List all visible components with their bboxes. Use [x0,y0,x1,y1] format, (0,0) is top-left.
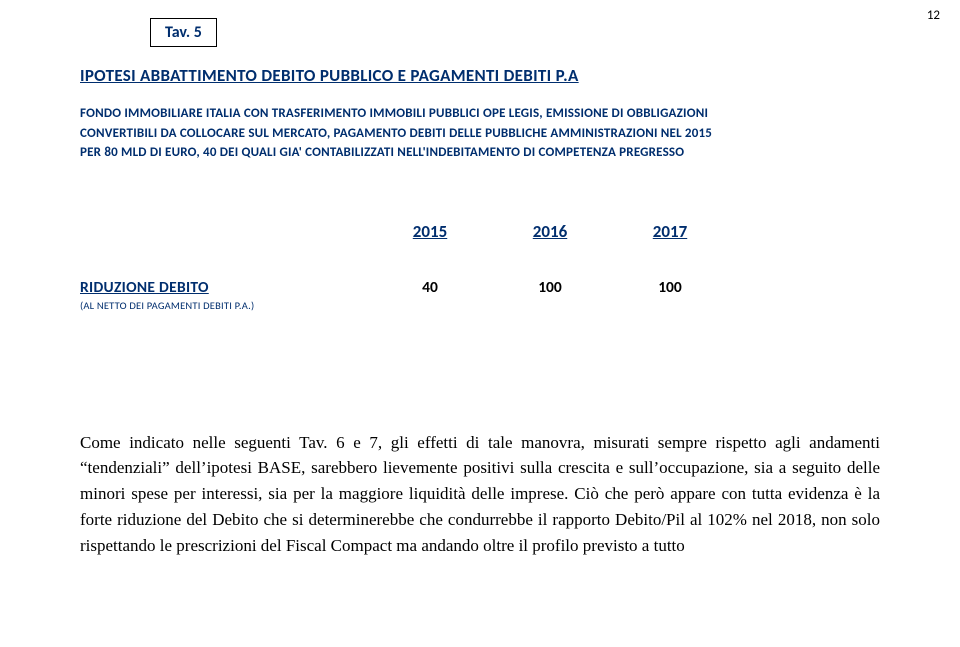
table-cell: 40 [370,278,490,297]
tav-label: Tav. 5 [165,23,202,42]
table-header-row: 2015 2016 2017 [370,221,880,242]
row-label-block: RIDUZIONE DEBITO (AL NETTO DEI PAGAMENTI… [80,278,370,312]
page-number: 12 [927,8,940,23]
row-sublabel: (AL NETTO DEI PAGAMENTI DEBITI P.A.) [80,299,370,312]
table-cell: 100 [490,278,610,297]
year-header: 2016 [490,221,610,242]
page: 12 Tav. 5 IPOTESI ABBATTIMENTO DEBITO PU… [0,0,960,647]
document-subtitle: FONDO IMMOBILIARE ITALIA CON TRASFERIMEN… [80,104,720,163]
table-cell: 100 [610,278,730,297]
tav-label-box: Tav. 5 [150,18,217,47]
document-title: IPOTESI ABBATTIMENTO DEBITO PUBBLICO E P… [80,65,880,86]
data-table: 2015 2016 2017 RIDUZIONE DEBITO (AL NETT… [80,221,880,312]
body-paragraph: Come indicato nelle seguenti Tav. 6 e 7,… [80,430,880,559]
year-header: 2017 [610,221,730,242]
table-row: RIDUZIONE DEBITO (AL NETTO DEI PAGAMENTI… [80,278,880,312]
row-label: RIDUZIONE DEBITO [80,278,370,297]
year-header: 2015 [370,221,490,242]
